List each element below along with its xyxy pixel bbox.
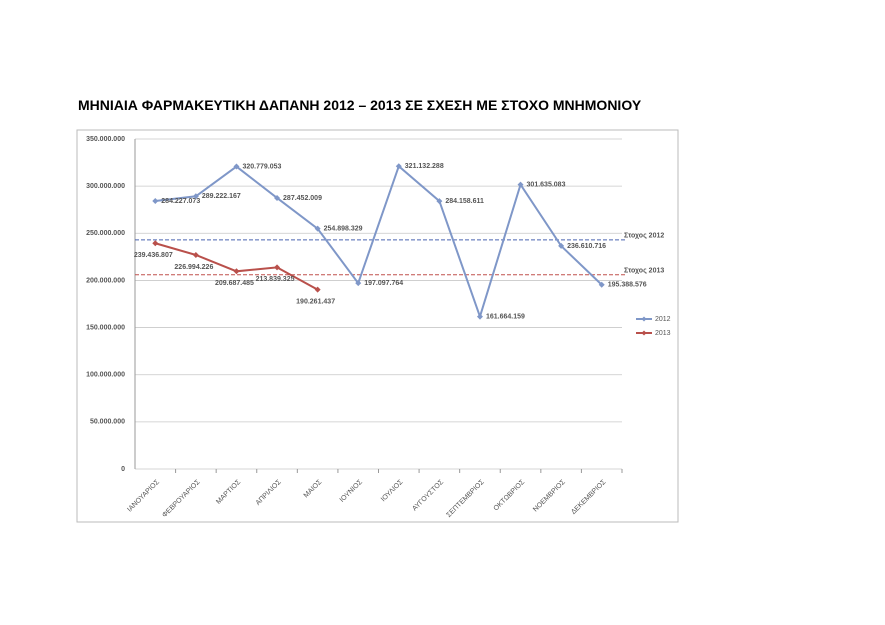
y-tick-label: 350.000.000: [86, 136, 125, 143]
target-label: Στοχος 2012: [624, 233, 664, 240]
point: [598, 281, 605, 288]
point: [517, 181, 524, 188]
legend-marker: [641, 316, 647, 322]
point: [274, 194, 281, 201]
point: [314, 286, 321, 293]
point: [314, 225, 321, 232]
data-label: 209.687.485: [215, 280, 254, 287]
point: [152, 198, 159, 205]
data-label: 226.994.226: [174, 264, 213, 271]
point: [476, 313, 483, 320]
point: [436, 198, 443, 205]
data-label: 213.839.325: [256, 276, 295, 283]
chart-title: ΜΗΝΙΑΙΑ ΦΑΡΜΑΚΕΥΤΙΚΗ ΔΑΠΑΝΗ 2012 – 2013 …: [78, 97, 642, 113]
point: [152, 240, 159, 247]
point: [558, 242, 565, 249]
point: [274, 264, 281, 271]
point: [233, 163, 240, 170]
point: [192, 251, 199, 258]
y-tick-label: 100.000.000: [86, 372, 125, 379]
data-label: 239.436.807: [134, 252, 173, 259]
data-label: 236.610.716: [567, 243, 606, 250]
point: [355, 280, 362, 287]
legend-marker: [641, 330, 647, 336]
data-label: 320.779.053: [242, 163, 281, 170]
data-label: 321.132.288: [405, 163, 444, 170]
data-label: 287.452.009: [283, 195, 322, 202]
y-tick-label: 50.000.000: [90, 419, 125, 426]
data-label: 289.222.167: [202, 193, 241, 200]
series-line: [155, 164, 603, 320]
target-label: Στοχος 2013: [624, 268, 664, 275]
legend-label: 2013: [655, 330, 671, 337]
y-tick-label: 150.000.000: [86, 324, 125, 331]
point: [395, 163, 402, 170]
chart-frame: [76, 129, 679, 523]
y-tick-label: 200.000.000: [86, 277, 125, 284]
point: [192, 193, 199, 200]
data-label: 195.388.576: [608, 282, 647, 289]
data-label: 190.261.437: [296, 298, 335, 305]
data-label: 197.097.764: [364, 280, 403, 287]
data-label: 284.158.611: [445, 198, 484, 205]
y-tick-label: 250.000.000: [86, 230, 125, 237]
point: [233, 268, 240, 275]
y-tick-label: 300.000.000: [86, 183, 125, 190]
y-tick-label: 0: [121, 466, 125, 473]
data-label: 301.635.083: [527, 181, 566, 188]
data-label: 161.664.159: [486, 313, 525, 320]
data-label: 284.227.073: [161, 198, 200, 205]
legend-label: 2012: [655, 316, 671, 323]
data-label: 254.898.329: [324, 226, 363, 233]
